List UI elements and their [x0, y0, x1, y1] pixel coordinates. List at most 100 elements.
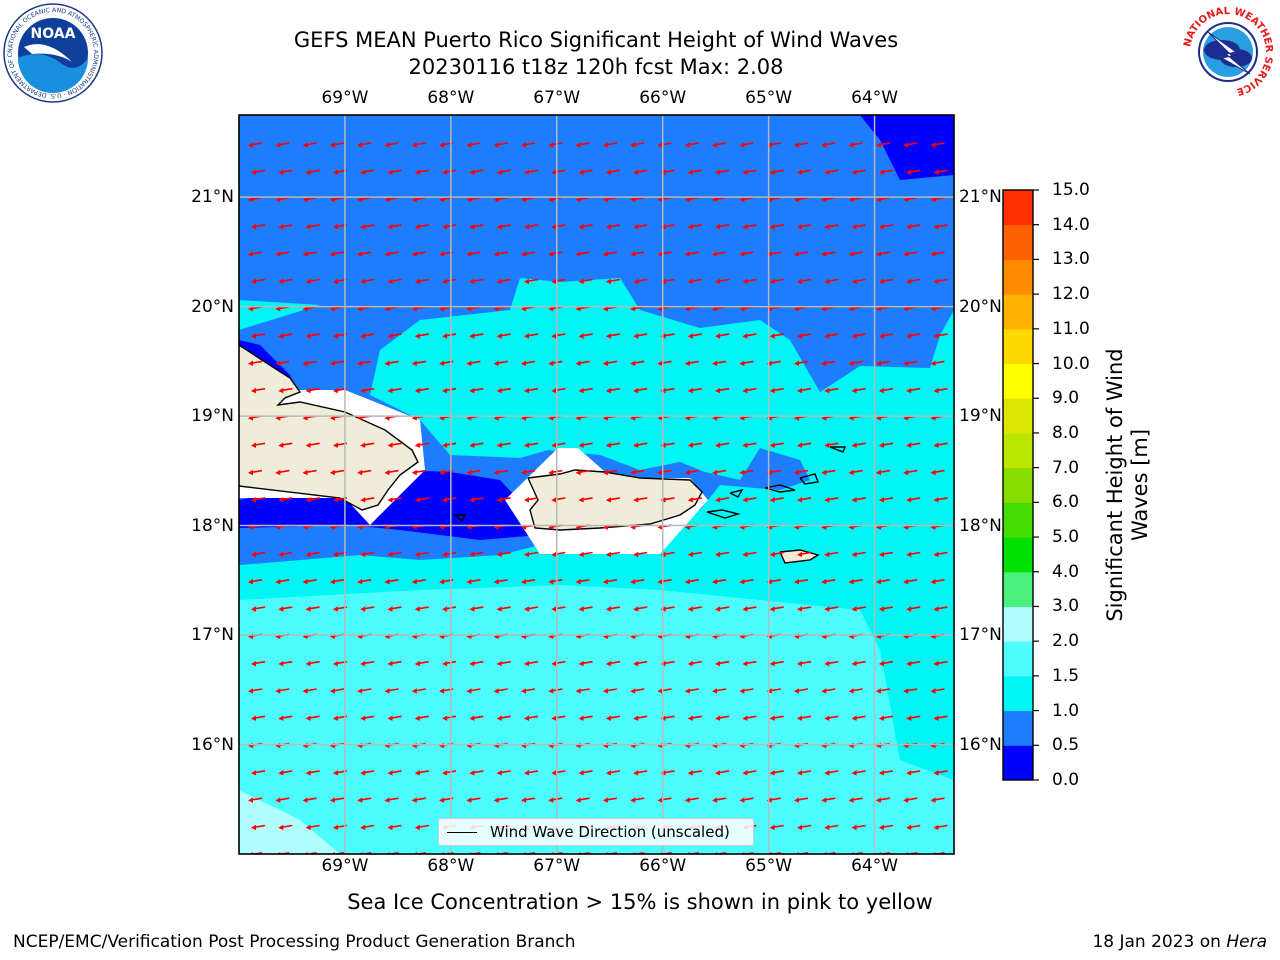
wave-direction-arrowhead	[715, 278, 721, 285]
wave-direction-arrowhead	[469, 278, 475, 285]
wave-direction-arrowhead	[797, 169, 802, 175]
wave-direction-arrowhead	[305, 715, 311, 721]
wave-direction-arrowhead	[794, 469, 799, 476]
wave-direction-arrowhead	[848, 797, 854, 803]
wave-direction-arrowhead	[903, 251, 909, 257]
coast-anegada	[829, 446, 847, 453]
wave-direction-arrowhead	[414, 660, 420, 667]
wave-direction-arrowhead	[524, 497, 529, 503]
wave-direction-arrowhead	[824, 333, 830, 339]
wave-direction-arrowhead	[794, 251, 799, 257]
wave-direction-arrowhead	[496, 715, 502, 721]
wave-direction-arrowhead	[851, 387, 857, 394]
wave-direction-arrowhead	[578, 278, 584, 285]
colorbar-tick-label: 1.0	[1052, 700, 1080, 721]
lon-label-bottom: 68°W	[427, 856, 475, 876]
wave-direction-arrowhead	[633, 551, 639, 558]
wave-direction-arrowhead	[466, 688, 472, 694]
wave-direction-arrowhead	[251, 333, 256, 339]
wave-direction-arrowhead	[332, 333, 338, 339]
wave-direction-arrowhead	[630, 306, 636, 312]
wave-direction-arrowhead	[496, 387, 502, 394]
wave-direction-arrowhead	[329, 579, 335, 585]
wave-direction-arrowhead	[442, 442, 448, 448]
wave-direction-arrowhead	[602, 306, 608, 312]
wave-direction-arrowhead	[821, 196, 827, 203]
wave-direction-arrowhead	[575, 469, 581, 476]
wave-direction-arrowhead	[329, 306, 335, 312]
wave-direction-arrowhead	[769, 660, 775, 667]
wave-direction-arrowhead	[851, 715, 857, 721]
wave-direction-arrowhead	[275, 688, 281, 694]
wave-direction-arrowhead	[275, 469, 281, 476]
wave-direction-arrowhead	[248, 469, 253, 476]
colorbar-swatch	[1003, 641, 1033, 677]
wave-direction-arrowhead	[875, 360, 881, 366]
wave-direction-arrowhead	[439, 251, 445, 257]
wave-direction-arrowhead	[851, 660, 857, 667]
wave-direction-arrowhead	[414, 278, 420, 285]
wave-direction-arrowhead	[248, 360, 253, 366]
wave-direction-arrowhead	[329, 251, 335, 257]
lat-label-right: 21°N	[959, 187, 1002, 208]
wave-direction-arrowhead	[469, 387, 475, 394]
wave-direction-arrowhead	[794, 797, 799, 803]
wave-direction-arrowhead	[524, 442, 529, 448]
wave-direction-arrowhead	[332, 551, 338, 558]
wave-direction-arrowhead	[824, 551, 830, 558]
lat-label-left: 16°N	[191, 734, 234, 755]
wave-direction-arrowhead	[930, 306, 936, 312]
wave-direction-arrowhead	[384, 306, 390, 312]
wave-direction-arrowhead	[384, 360, 390, 366]
wave-direction-arrowhead	[797, 824, 802, 831]
wave-direction-arrowhead	[712, 360, 718, 366]
colorbar-tick-label: 12.0	[1052, 284, 1090, 305]
wave-direction-arrowhead	[442, 224, 448, 230]
wave-direction-arrowhead	[524, 387, 529, 394]
wave-direction-arrowhead	[687, 387, 693, 394]
legend-line-swatch	[447, 832, 477, 833]
lon-label-bottom: 66°W	[639, 856, 687, 876]
wave-direction-arrowhead	[794, 579, 799, 585]
colorbar-label-line1: Significant Height of Wind	[1103, 348, 1127, 622]
colorbar-tick-label: 1.5	[1052, 665, 1080, 686]
wave-direction-arrowhead	[605, 442, 611, 448]
wave-direction-arrowhead	[251, 278, 256, 285]
wave-direction-arrowhead	[878, 770, 884, 776]
wave-direction-arrowhead	[411, 360, 417, 366]
wave-direction-arrowhead	[684, 196, 690, 203]
wave-direction-arrowhead	[769, 442, 775, 448]
wave-direction-arrowhead	[305, 660, 311, 667]
wave-direction-arrowhead	[302, 469, 308, 476]
wave-direction-arrowhead	[824, 442, 830, 448]
wave-direction-arrowhead	[933, 387, 939, 394]
wave-direction-arrowhead	[824, 224, 830, 230]
wave-direction-arrowhead	[906, 770, 912, 776]
wave-direction-arrowhead	[524, 278, 529, 285]
wave-direction-arrowhead	[821, 797, 827, 803]
colorbar-swatch	[1003, 467, 1033, 503]
wave-direction-arrowhead	[414, 715, 420, 721]
wave-direction-arrowhead	[551, 278, 557, 285]
wave-direction-arrowhead	[414, 770, 420, 776]
colorbar-swatch	[1003, 190, 1033, 226]
wave-direction-arrowhead	[305, 824, 311, 831]
wave-direction-arrowhead	[739, 142, 745, 148]
wave-direction-arrowhead	[684, 797, 690, 803]
lat-label-left: 19°N	[191, 406, 234, 427]
wave-direction-arrowhead	[442, 660, 448, 667]
wave-direction-arrowhead	[794, 196, 799, 203]
wave-direction-arrowhead	[387, 715, 393, 721]
wave-direction-arrowhead	[360, 770, 366, 776]
wave-direction-arrowhead	[302, 196, 308, 203]
wave-direction-arrowhead	[851, 224, 857, 230]
colorbar-swatch	[1003, 432, 1033, 469]
wave-direction-arrowhead	[684, 688, 690, 694]
wave-direction-arrowhead	[930, 251, 936, 257]
wave-direction-arrowhead	[360, 606, 366, 612]
wave-direction-arrowhead	[630, 469, 636, 476]
wave-direction-arrowhead	[875, 251, 881, 257]
wave-direction-arrowhead	[605, 497, 611, 503]
wave-direction-arrowhead	[305, 606, 311, 612]
wave-direction-arrowhead	[739, 360, 745, 366]
